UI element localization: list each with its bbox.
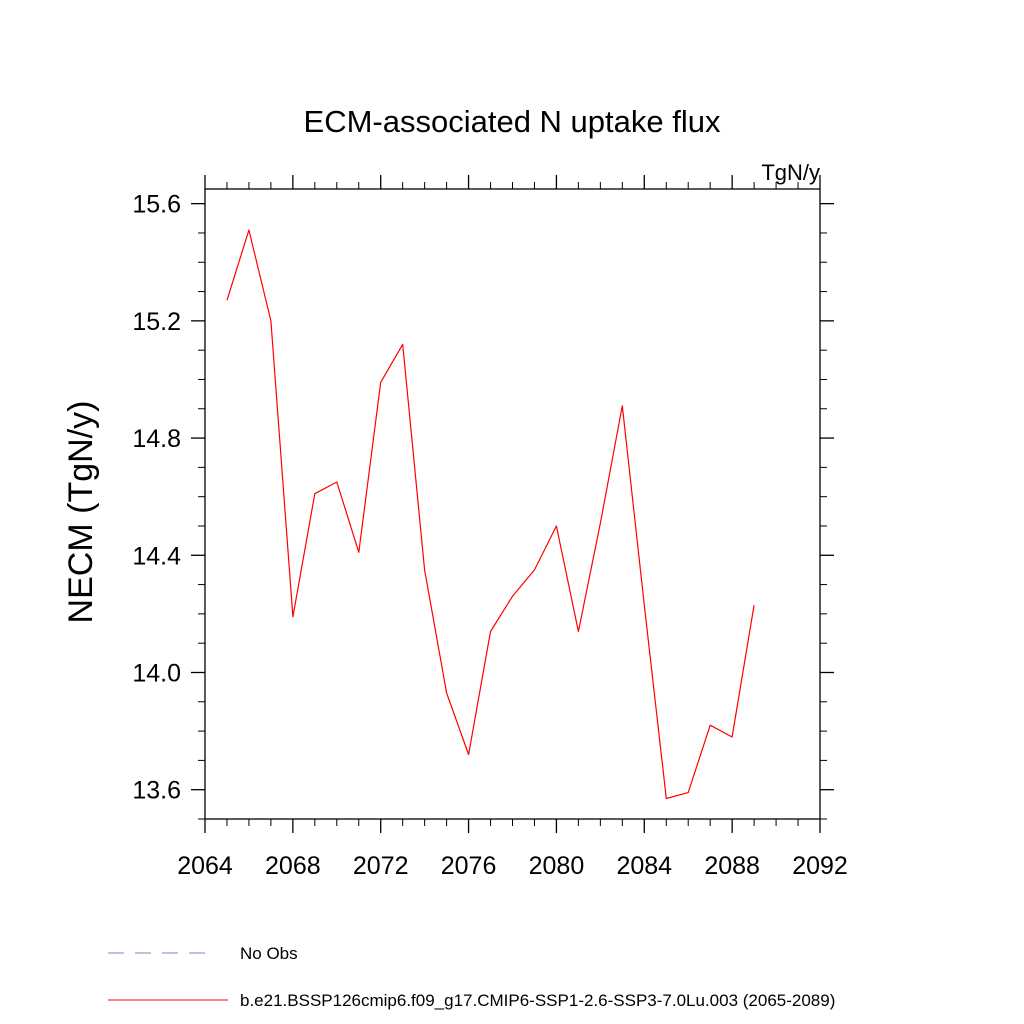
chart-title: ECM-associated N uptake flux xyxy=(304,104,721,139)
series-group xyxy=(226,229,755,800)
y-tick-label: 14.0 xyxy=(132,659,181,687)
y-tick-label: 15.2 xyxy=(132,308,181,336)
plot-frame xyxy=(204,188,821,820)
x-tick-label: 2076 xyxy=(441,852,497,880)
axis-tick-labels: 2064 2068 2072 2076 2080 2084 2088 2092 13.6 14.0… xyxy=(132,191,847,880)
units-label: TgN/y xyxy=(761,160,820,185)
legend-label: No Obs xyxy=(240,944,298,963)
x-tick-label: 2080 xyxy=(529,852,585,880)
y-tick-label: 14.4 xyxy=(132,542,181,570)
y-tick-label: 15.6 xyxy=(132,191,181,219)
legend: No Obs b.e21.BSSP126cmip6.f09_g17.CMIP6-S… xyxy=(108,944,835,1010)
axis-ticks xyxy=(191,175,834,833)
x-tick-label: 2084 xyxy=(616,852,672,880)
x-tick-label: 2064 xyxy=(177,852,233,880)
series-line xyxy=(226,229,755,800)
x-tick-label: 2072 xyxy=(353,852,409,880)
y-tick-label: 14.8 xyxy=(132,425,181,453)
x-tick-label: 2092 xyxy=(792,852,848,880)
x-tick-label: 2068 xyxy=(265,852,321,880)
y-axis-label: NECM (TgN/y) xyxy=(62,401,100,624)
y-tick-label: 13.6 xyxy=(132,777,181,805)
legend-label: b.e21.BSSP126cmip6.f09_g17.CMIP6-SSP1-2.… xyxy=(240,991,835,1010)
x-tick-label: 2088 xyxy=(704,852,760,880)
